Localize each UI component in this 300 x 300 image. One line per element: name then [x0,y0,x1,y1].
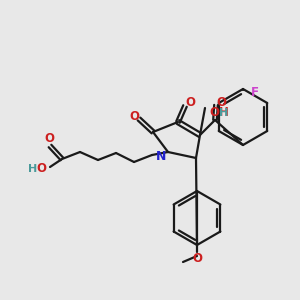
Text: N: N [156,151,166,164]
Text: O: O [36,163,46,176]
Text: H: H [28,164,38,174]
Text: OH: OH [209,106,229,119]
Text: O: O [185,97,195,110]
Text: H: H [219,108,228,118]
Text: O: O [44,131,54,145]
Text: O: O [216,95,226,109]
Text: O: O [129,110,139,122]
Text: F: F [251,86,259,100]
Text: O: O [192,253,202,266]
